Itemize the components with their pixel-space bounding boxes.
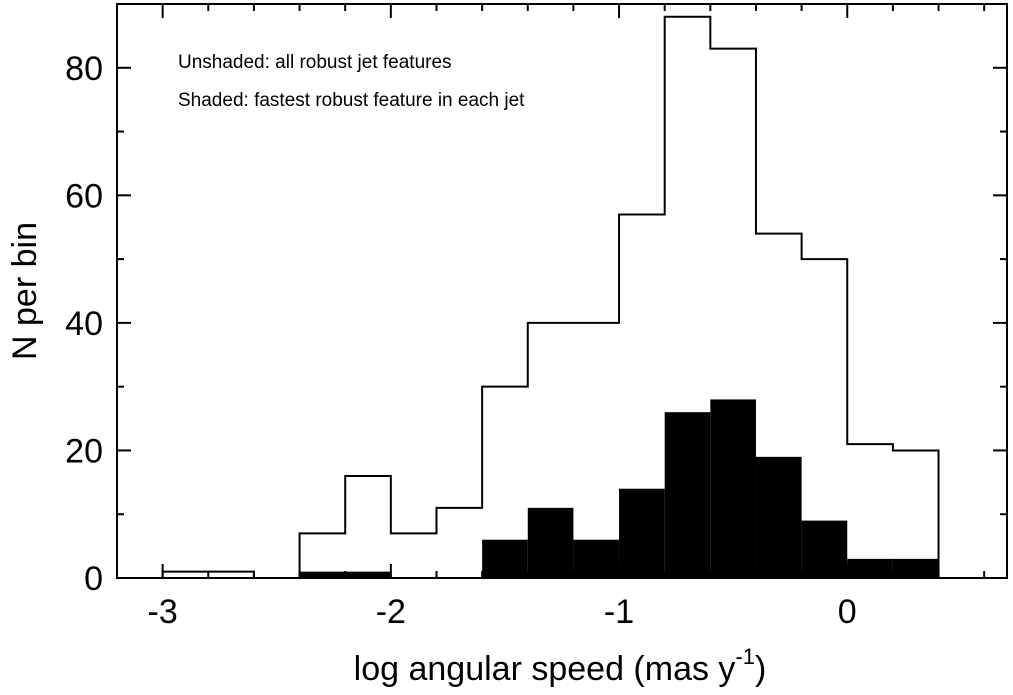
shaded-bar-4	[573, 539, 620, 578]
y-tick-label: 80	[65, 50, 103, 88]
x-axis-title-suffix: )	[755, 650, 766, 688]
y-axis-title: N per bin	[6, 222, 44, 360]
shaded-bar-10	[847, 558, 893, 578]
shaded-bar-11	[892, 558, 939, 578]
shaded-bar-8	[755, 456, 802, 578]
x-tick-label: 0	[838, 593, 857, 631]
shaded-bar-3	[527, 507, 574, 578]
plot-frame	[116, 3, 1008, 579]
x-axis-title-main: log angular speed (mas y	[354, 650, 736, 688]
shaded-bar-9	[801, 520, 848, 578]
annotation-unshaded: Unshaded: all robust jet features	[178, 52, 452, 73]
x-tick-label: -1	[604, 593, 634, 631]
y-tick-label: 20	[65, 432, 103, 470]
y-tick-label: 40	[65, 305, 103, 343]
shaded-bar-5	[619, 488, 665, 578]
x-tick-label: -3	[148, 593, 178, 631]
shaded-bar-0	[299, 571, 346, 578]
shaded-bar-1	[345, 571, 391, 578]
unshaded-series	[161, 15, 940, 579]
shaded-bar-2	[482, 539, 528, 578]
x-tick-label: -2	[376, 593, 406, 631]
tick-labels: -3 -2 -1 0 0 20 40 60 80	[65, 50, 857, 631]
y-tick-label: 0	[84, 560, 103, 598]
unshaded-step-outline	[161, 15, 940, 579]
x-axis-title: log angular speed (mas y-1)	[354, 644, 767, 688]
shaded-series	[299, 399, 939, 578]
y-tick-label: 60	[65, 177, 103, 215]
shaded-bar-7	[710, 399, 756, 578]
shaded-bar-6	[664, 412, 711, 578]
annotation-shaded: Shaded: fastest robust feature in each j…	[178, 90, 525, 111]
x-axis-title-superscript: -1	[735, 644, 755, 669]
